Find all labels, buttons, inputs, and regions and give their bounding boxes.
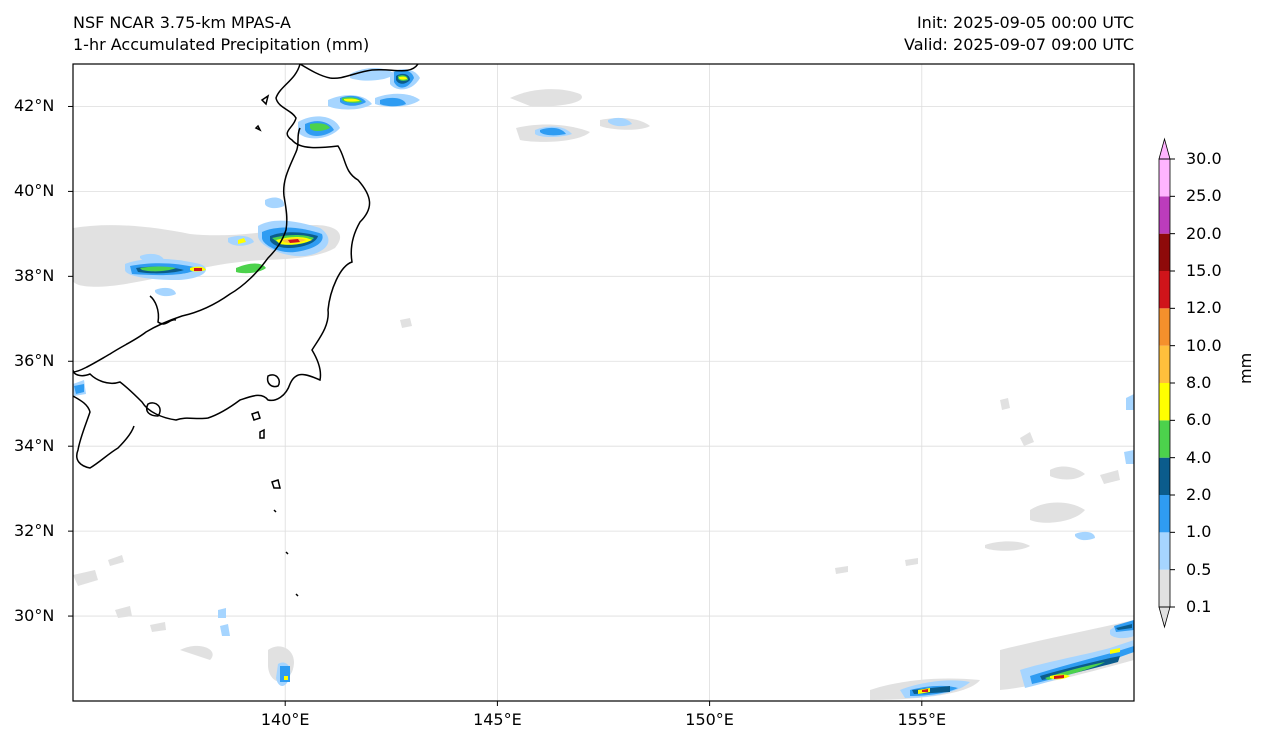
colorbar-level-label: 20.0 [1186,223,1222,243]
axis-ticks [68,105,923,706]
lon-label: 140°E [260,710,310,729]
lat-label: 36°N [14,351,55,371]
colorbar-unit: mm [1236,352,1255,384]
lon-label: 145°E [473,710,522,729]
colorbar-swatch [1159,569,1170,607]
colorbar-level-label: 0.5 [1186,559,1212,579]
colorbar-level-label: 2.0 [1186,485,1212,504]
colorbar-level-label: 6.0 [1186,410,1212,430]
colorbar-level-label: 10.0 [1186,335,1222,355]
colorbar-level-label: 0.1 [1186,597,1212,616]
graticule [73,64,1134,701]
colorbar-level-label: 8.0 [1186,373,1212,392]
map-times: Init: 2025-09-05 00:00 UTC Valid: 2025-0… [904,12,1134,56]
lat-label: 30°N [14,606,55,626]
model-name: NSF NCAR 3.75-km MPAS-A [73,13,291,32]
lat-label: 40°N [14,181,55,201]
lon-label: 155°E [897,710,947,729]
lat-label: 42°N [14,96,55,116]
precip-light-areas [73,68,1134,698]
colorbar-swatch [1159,345,1170,383]
colorbar-level-label: 12.0 [1186,298,1222,318]
colorbar-level-label: 30.0 [1186,149,1222,168]
map-title: NSF NCAR 3.75-km MPAS-A 1-hr Accumulated… [73,12,369,56]
precip-moderate-areas [74,70,1134,696]
coastline [73,64,419,597]
colorbar-swatch [1159,383,1170,421]
colorbar-swatch [1159,233,1170,271]
lat-label: 34°N [14,436,55,456]
precip-field [73,64,1134,700]
init-time: Init: 2025-09-05 00:00 UTC [916,13,1134,32]
colorbar [1158,137,1175,629]
colorbar-level-label: 4.0 [1186,447,1212,467]
colorbar-swatch [1159,271,1170,309]
map-frame [72,63,1135,702]
colorbar-swatch [1159,308,1170,346]
colorbar-swatch [1159,532,1170,570]
colorbar-swatch [1159,420,1170,458]
lon-label: 150°E [685,710,734,729]
colorbar-swatch [1159,159,1170,197]
precip-trace-areas [73,89,1134,700]
precip-green-areas [140,75,1105,680]
colorbar-level-label: 1.0 [1186,522,1212,542]
colorbar-high-extend [1158,137,1171,160]
colorbar-swatch [1159,457,1170,495]
colorbar-level-label: 25.0 [1186,186,1222,206]
colorbar-swatch [1159,495,1170,533]
colorbar-level-label: 15.0 [1186,261,1222,280]
colorbar-swatch [1159,196,1170,234]
lat-label: 32°N [14,521,55,541]
lat-label: 38°N [14,266,55,286]
precip-cores [190,76,1120,694]
field-name: 1-hr Accumulated Precipitation (mm) [73,35,370,54]
colorbar-low-extend [1158,606,1171,629]
valid-time: Valid: 2025-09-07 09:00 UTC [903,35,1134,54]
